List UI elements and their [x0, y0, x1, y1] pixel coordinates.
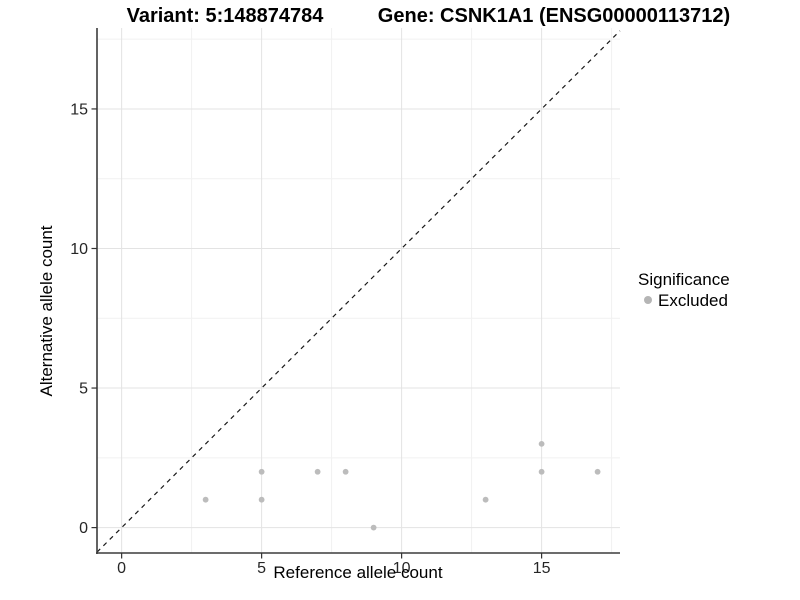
- x-axis-title: Reference allele count: [273, 563, 442, 582]
- plot-title-variant: Variant: 5:148874784: [127, 5, 325, 27]
- data-point: [594, 468, 601, 475]
- data-points-layer: [202, 440, 601, 531]
- data-point: [370, 524, 377, 531]
- y-tick-label: 5: [79, 381, 88, 398]
- plot-title-gene: Gene: CSNK1A1 (ENSG00000113712): [378, 5, 730, 27]
- data-point: [202, 496, 209, 503]
- x-tick-label: 0: [117, 560, 126, 577]
- identity-line-layer: [96, 30, 621, 553]
- x-tick-label: 5: [257, 560, 266, 577]
- x-tick-label: 10: [393, 560, 411, 577]
- y-axis-title: Alternative allele count: [37, 225, 56, 396]
- data-point: [314, 468, 321, 475]
- y-tick-label: 0: [79, 520, 88, 537]
- tick-marks-layer: [91, 108, 543, 559]
- gridlines-major: [97, 28, 620, 553]
- y-tick-label: 15: [70, 101, 88, 118]
- data-point: [538, 468, 545, 475]
- legend: Significance Excluded: [638, 270, 730, 310]
- data-point: [258, 468, 265, 475]
- legend-item-label: Excluded: [658, 291, 728, 310]
- data-point: [538, 440, 545, 447]
- data-point: [482, 496, 489, 503]
- identity-dashed-line: [96, 30, 621, 553]
- legend-point-swatch: [644, 296, 652, 304]
- axis-lines-layer: [96, 28, 620, 554]
- y-tick-label: 10: [70, 241, 88, 258]
- legend-title: Significance: [638, 270, 730, 289]
- tick-labels-layer: 0 5 10 15 0 5 10 15: [70, 101, 550, 577]
- x-tick-label: 15: [533, 560, 551, 577]
- data-point: [342, 468, 349, 475]
- gridlines-minor: [97, 28, 620, 553]
- data-point: [258, 496, 265, 503]
